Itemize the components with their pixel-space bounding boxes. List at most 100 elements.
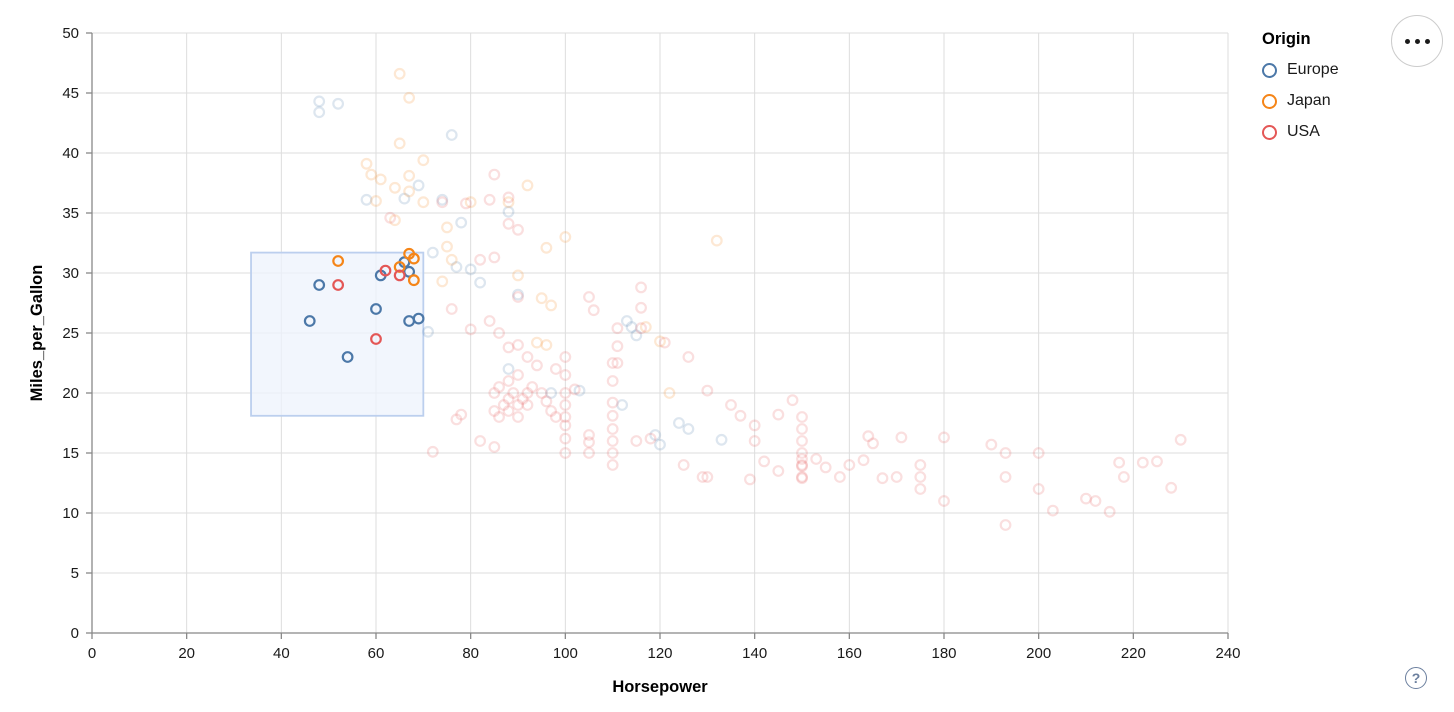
data-point (460, 197, 472, 210)
data-point (649, 429, 662, 441)
y-tick-label: 0 (71, 625, 79, 642)
data-point (635, 281, 647, 294)
data-point (512, 339, 524, 351)
data-point (365, 168, 378, 181)
data-point (445, 253, 458, 266)
data-point (682, 423, 695, 435)
data-point (412, 312, 425, 325)
data-point (914, 471, 927, 483)
data-point (512, 399, 524, 411)
data-point (606, 357, 619, 369)
data-point (474, 435, 487, 447)
data-point (796, 460, 808, 473)
data-point (502, 191, 515, 204)
data-point (1089, 495, 1102, 507)
data-point (441, 240, 453, 253)
data-point (436, 196, 449, 209)
data-point (549, 411, 562, 423)
data-point (1151, 455, 1163, 468)
data-point (701, 471, 714, 483)
legend-item-europe: Europe (1262, 61, 1339, 79)
data-point (398, 192, 411, 205)
x-tick-label: 60 (368, 645, 385, 662)
data-point (630, 329, 643, 342)
data-point (999, 471, 1012, 483)
y-tick-label: 50 (62, 25, 79, 42)
y-tick-label: 35 (62, 205, 79, 222)
data-point (682, 351, 695, 363)
data-point (796, 447, 808, 459)
data-point (403, 169, 416, 182)
brush-selection[interactable] (250, 251, 425, 417)
data-point (606, 423, 619, 435)
data-point (1080, 492, 1092, 505)
data-point (914, 483, 927, 495)
data-point (488, 441, 501, 453)
data-point (862, 430, 875, 443)
data-point (559, 399, 572, 411)
data-point (379, 264, 392, 277)
actions-menu-button[interactable] (1391, 15, 1443, 67)
data-point (483, 193, 496, 206)
data-point (374, 173, 387, 186)
data-point (583, 291, 595, 303)
data-point (796, 423, 808, 435)
japan-symbol-icon (1262, 93, 1277, 109)
data-point (654, 335, 666, 348)
data-point (332, 279, 345, 291)
data-point (474, 276, 487, 289)
x-tick-label: 200 (1026, 645, 1051, 662)
data-point (611, 357, 624, 369)
data-point (502, 341, 515, 354)
data-point (464, 323, 477, 336)
data-point (985, 438, 998, 451)
data-point (512, 223, 524, 236)
data-point (393, 67, 406, 80)
legend-title: Origin (1262, 30, 1311, 48)
data-point (313, 95, 326, 108)
data-point (502, 205, 515, 218)
data-point (393, 261, 406, 273)
data-point (360, 193, 373, 206)
data-point (1046, 504, 1059, 517)
data-point (549, 363, 562, 375)
data-point (583, 447, 595, 459)
data-point (938, 431, 950, 444)
data-point (493, 411, 505, 423)
x-tick-label: 80 (462, 645, 479, 662)
x-tick-label: 100 (553, 645, 578, 662)
data-point (1032, 447, 1045, 459)
data-point (772, 465, 785, 477)
data-point (658, 336, 671, 349)
data-point (606, 447, 619, 459)
data-point (625, 321, 638, 333)
data-point (611, 322, 624, 335)
x-tick-label: 180 (931, 645, 956, 662)
data-point (796, 411, 808, 423)
help-button[interactable]: ? (1405, 667, 1427, 689)
data-point (748, 419, 761, 432)
y-tick-label: 15 (62, 445, 79, 462)
data-point (999, 447, 1012, 459)
data-point (587, 304, 600, 317)
data-point (441, 221, 453, 234)
data-point (521, 387, 534, 399)
data-point (540, 339, 553, 351)
data-point (540, 241, 553, 254)
data-point (696, 471, 709, 483)
data-point (796, 471, 808, 483)
data-point (497, 399, 510, 411)
data-point (748, 435, 761, 447)
data-point (616, 399, 629, 411)
data-point (611, 340, 624, 353)
data-point (725, 399, 737, 411)
data-point (464, 263, 477, 276)
y-tick-label: 40 (62, 145, 79, 162)
data-point (786, 394, 799, 407)
data-point (606, 435, 619, 447)
x-tick-label: 240 (1215, 645, 1240, 662)
data-point (341, 351, 354, 363)
data-point (796, 472, 808, 485)
data-point (474, 253, 487, 266)
